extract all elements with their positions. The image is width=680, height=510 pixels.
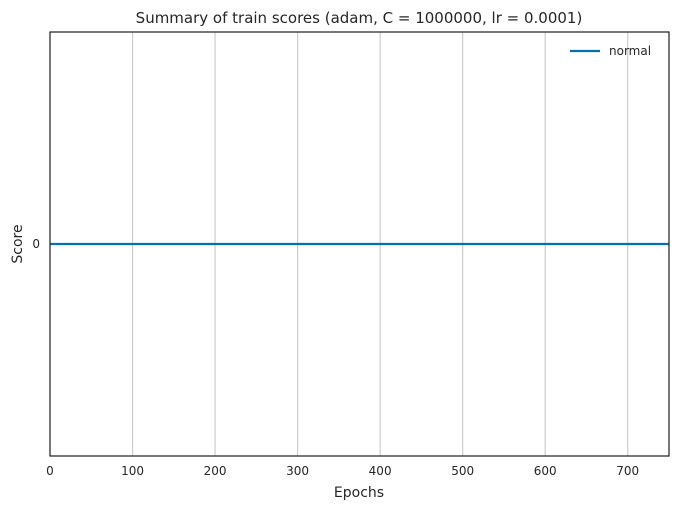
- x-tick-label: 500: [451, 464, 474, 478]
- x-tick-label: 100: [121, 464, 144, 478]
- x-tick-label: 700: [616, 464, 639, 478]
- x-tick-label: 300: [286, 464, 309, 478]
- plot-frame: [49, 31, 670, 457]
- x-axis-label: Epochs: [334, 485, 384, 501]
- x-tick-label: 400: [369, 464, 392, 478]
- chart-title: Summary of train scores (adam, C = 10000…: [136, 9, 583, 27]
- x-tick-label: 0: [46, 464, 54, 478]
- y-tick-label: 0: [32, 237, 40, 251]
- legend-label: normal: [609, 44, 651, 58]
- x-tick-labels: 0 100 200 300 400 500 600 700: [46, 464, 639, 478]
- y-axis-label: Score: [10, 224, 26, 263]
- x-tick-label: 600: [534, 464, 557, 478]
- x-tick-label: 200: [204, 464, 227, 478]
- y-tick-labels: 0: [32, 237, 40, 251]
- legend: normal: [570, 44, 651, 58]
